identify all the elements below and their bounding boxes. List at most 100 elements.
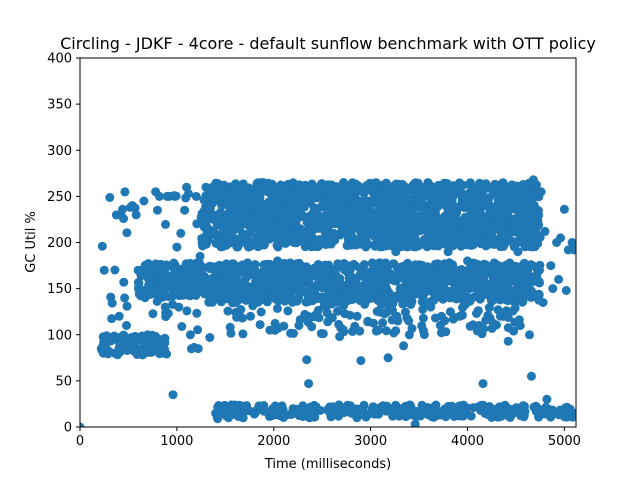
data-point [468, 403, 478, 413]
data-point [396, 285, 406, 295]
data-point [321, 302, 331, 312]
data-point [169, 283, 179, 293]
data-point [465, 321, 475, 331]
data-point [259, 406, 269, 416]
data-point [373, 325, 383, 335]
data-point [378, 318, 388, 328]
data-point [472, 265, 482, 275]
data-point [528, 194, 538, 203]
data-point [445, 307, 455, 317]
data-point [197, 210, 207, 220]
data-point [532, 274, 542, 284]
data-point [176, 228, 186, 238]
data-point [528, 220, 538, 230]
data-point [306, 408, 316, 418]
data-point [327, 182, 337, 192]
data-point [473, 236, 483, 246]
data-point [453, 274, 463, 284]
data-point [521, 235, 531, 245]
data-point [271, 191, 281, 201]
data-point [245, 228, 255, 237]
data-point [195, 262, 205, 272]
data-point [236, 279, 246, 289]
data-point [232, 265, 242, 275]
data-point [318, 329, 328, 339]
data-point [350, 274, 360, 284]
data-point [291, 209, 301, 219]
data-point [161, 219, 170, 229]
data-point [425, 209, 435, 219]
y-tick-label: 150 [47, 282, 72, 297]
data-point [265, 325, 275, 335]
data-point [381, 258, 391, 268]
data-point [435, 291, 444, 301]
data-point [490, 405, 500, 414]
x-tick-label: 5000 [548, 434, 581, 449]
data-point [461, 234, 471, 244]
data-point [333, 306, 342, 316]
data-point [414, 238, 424, 247]
data-point [228, 201, 238, 211]
data-point [483, 220, 493, 230]
data-point [334, 319, 344, 329]
data-point [501, 210, 511, 220]
data-point [205, 202, 215, 212]
y-tick-label: 100 [47, 328, 72, 343]
data-point [509, 326, 519, 336]
data-point [360, 187, 370, 197]
data-point [466, 214, 476, 224]
data-point [356, 227, 366, 237]
data-point [464, 284, 474, 294]
data-point [141, 339, 151, 349]
data-point [501, 306, 511, 316]
data-point [528, 175, 538, 185]
data-point [216, 284, 226, 294]
data-point [540, 226, 550, 236]
data-point [516, 211, 526, 221]
data-point [286, 269, 296, 279]
data-points [80, 175, 576, 427]
data-point [503, 336, 513, 346]
data-point [526, 371, 536, 381]
data-point [395, 215, 405, 225]
data-point [517, 219, 527, 229]
data-point [486, 279, 496, 289]
data-point [452, 265, 462, 275]
data-point [355, 282, 365, 292]
y-tick-label: 300 [47, 144, 72, 159]
data-point [484, 303, 494, 313]
data-point [270, 318, 280, 328]
data-point [172, 242, 182, 252]
data-point [368, 405, 378, 415]
data-point [429, 411, 439, 421]
data-point [478, 400, 488, 410]
data-point [283, 306, 293, 316]
data-point [257, 178, 267, 187]
data-point [209, 193, 218, 203]
data-point [499, 405, 509, 415]
data-point [406, 182, 416, 192]
data-point [508, 273, 518, 283]
data-point [127, 337, 137, 347]
data-point [292, 259, 302, 269]
data-point [350, 321, 360, 331]
data-point [571, 408, 576, 418]
data-point [275, 293, 285, 303]
y-tick-label: 0 [64, 421, 72, 436]
data-point [303, 317, 313, 327]
data-point [277, 205, 286, 215]
data-point [284, 279, 294, 289]
data-point [556, 233, 565, 243]
data-point [381, 241, 391, 251]
data-point [253, 288, 263, 298]
data-point [383, 353, 393, 363]
data-point [497, 191, 507, 201]
data-point [470, 187, 480, 197]
data-point [182, 306, 192, 316]
data-point [495, 311, 505, 321]
data-point [109, 331, 119, 341]
data-point [262, 297, 272, 307]
data-point [234, 214, 244, 224]
data-point [337, 406, 347, 416]
data-point [254, 217, 264, 227]
